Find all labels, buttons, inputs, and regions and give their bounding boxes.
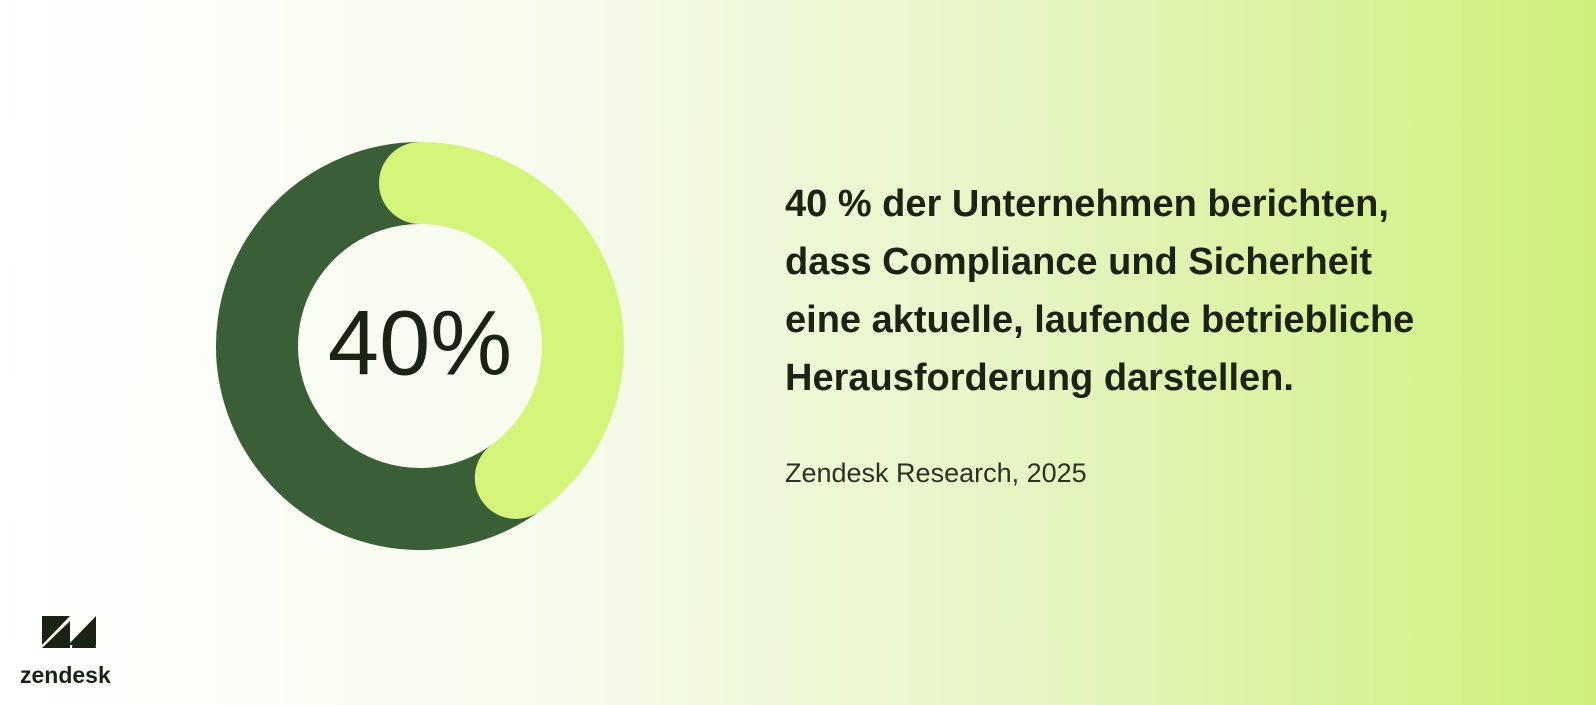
headline-line: 40 % der Unternehmen berichten, — [785, 183, 1389, 225]
donut-chart: 40% — [216, 142, 624, 550]
logo: zendesk — [20, 616, 111, 688]
logo-text: zendesk — [20, 662, 111, 688]
logo-icon-right — [72, 636, 96, 648]
donut-segment — [216, 142, 540, 550]
source: Zendesk Research, 2025 — [785, 458, 1087, 488]
headline-line: Herausforderung darstellen. — [785, 357, 1294, 399]
donut-segment — [379, 142, 624, 519]
logo-icon-left — [42, 621, 70, 648]
headline-line: eine aktuelle, laufende betriebliche — [785, 299, 1414, 341]
headline-line: dass Compliance und Sicherheit — [785, 241, 1372, 283]
headline: 40 % der Unternehmen berichten, dass Com… — [785, 183, 1414, 399]
center-label: 40% — [328, 292, 512, 394]
